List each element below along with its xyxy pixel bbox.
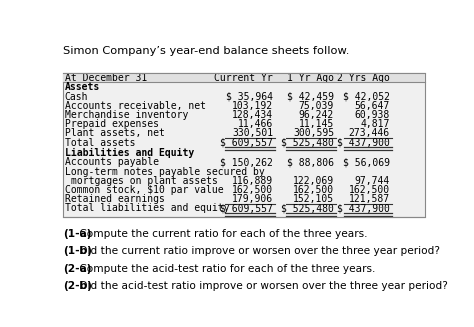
- Text: Simon Company’s year-end balance sheets follow.: Simon Company’s year-end balance sheets …: [63, 45, 349, 56]
- Text: 273,446: 273,446: [349, 129, 390, 138]
- Text: Cash: Cash: [65, 92, 88, 102]
- Text: 75,039: 75,039: [299, 101, 334, 111]
- Text: At December 31: At December 31: [65, 73, 147, 83]
- Text: $ 525,480: $ 525,480: [281, 138, 334, 147]
- Text: $ 42,459: $ 42,459: [287, 92, 334, 102]
- Text: $ 150,262: $ 150,262: [220, 157, 273, 167]
- Text: Did the acid-test ratio improve or worsen over the three year period?: Did the acid-test ratio improve or worse…: [76, 281, 448, 291]
- Text: Retained earnings: Retained earnings: [65, 194, 164, 204]
- Text: (2-a): (2-a): [63, 264, 91, 274]
- Text: Compute the current ratio for each of the three years.: Compute the current ratio for each of th…: [76, 229, 368, 239]
- Text: $ 42,052: $ 42,052: [343, 92, 390, 102]
- Text: $ 56,069: $ 56,069: [343, 157, 390, 167]
- Text: Total assets: Total assets: [65, 138, 135, 147]
- Text: Common stock, $10 par value: Common stock, $10 par value: [65, 185, 223, 195]
- Text: $ 35,964: $ 35,964: [226, 92, 273, 102]
- Text: Total liabilities and equity: Total liabilities and equity: [65, 203, 229, 213]
- Text: 97,744: 97,744: [355, 176, 390, 186]
- Text: 162,500: 162,500: [349, 185, 390, 195]
- Text: 96,242: 96,242: [299, 110, 334, 120]
- Text: $ 437,900: $ 437,900: [337, 138, 390, 147]
- Text: Prepaid expenses: Prepaid expenses: [65, 119, 159, 129]
- Text: 122,069: 122,069: [293, 176, 334, 186]
- Text: Merchandise inventory: Merchandise inventory: [65, 110, 188, 120]
- Text: (1-b): (1-b): [63, 247, 92, 256]
- Text: 11,145: 11,145: [299, 119, 334, 129]
- Text: Assets: Assets: [65, 82, 100, 93]
- Text: 4,817: 4,817: [361, 119, 390, 129]
- Text: Accounts receivable, net: Accounts receivable, net: [65, 101, 206, 111]
- Text: 162,500: 162,500: [232, 185, 273, 195]
- Text: 162,500: 162,500: [293, 185, 334, 195]
- Text: 116,889: 116,889: [232, 176, 273, 186]
- Text: Current Yr: Current Yr: [214, 73, 273, 83]
- Text: 121,587: 121,587: [349, 194, 390, 204]
- Text: 11,466: 11,466: [238, 119, 273, 129]
- Text: 2 Yrs Ago: 2 Yrs Ago: [337, 73, 390, 83]
- Text: Accounts payable: Accounts payable: [65, 157, 159, 167]
- FancyBboxPatch shape: [63, 73, 425, 82]
- Text: (1-a): (1-a): [63, 229, 91, 239]
- FancyBboxPatch shape: [63, 73, 425, 217]
- Text: 179,906: 179,906: [232, 194, 273, 204]
- Text: Did the current ratio improve or worsen over the three year period?: Did the current ratio improve or worsen …: [76, 247, 440, 256]
- Text: $ 88,806: $ 88,806: [287, 157, 334, 167]
- Text: 152,105: 152,105: [293, 194, 334, 204]
- Text: 56,647: 56,647: [355, 101, 390, 111]
- Text: 300,595: 300,595: [293, 129, 334, 138]
- Text: $ 525,480: $ 525,480: [281, 203, 334, 213]
- Text: mortgages on plant assets: mortgages on plant assets: [72, 176, 218, 186]
- Text: $ 437,900: $ 437,900: [337, 203, 390, 213]
- Text: 103,192: 103,192: [232, 101, 273, 111]
- Text: Plant assets, net: Plant assets, net: [65, 129, 164, 138]
- Text: $ 609,557: $ 609,557: [220, 203, 273, 213]
- Text: 128,434: 128,434: [232, 110, 273, 120]
- Text: 60,938: 60,938: [355, 110, 390, 120]
- Text: 1 Yr Ago: 1 Yr Ago: [287, 73, 334, 83]
- Text: Compute the acid-test ratio for each of the three years.: Compute the acid-test ratio for each of …: [76, 264, 375, 274]
- Text: Liabilities and Equity: Liabilities and Equity: [65, 148, 194, 158]
- Text: (2-b): (2-b): [63, 281, 92, 291]
- Text: $ 609,557: $ 609,557: [220, 138, 273, 147]
- Text: Long-term notes payable secured by: Long-term notes payable secured by: [65, 166, 264, 177]
- Text: 330,501: 330,501: [232, 129, 273, 138]
